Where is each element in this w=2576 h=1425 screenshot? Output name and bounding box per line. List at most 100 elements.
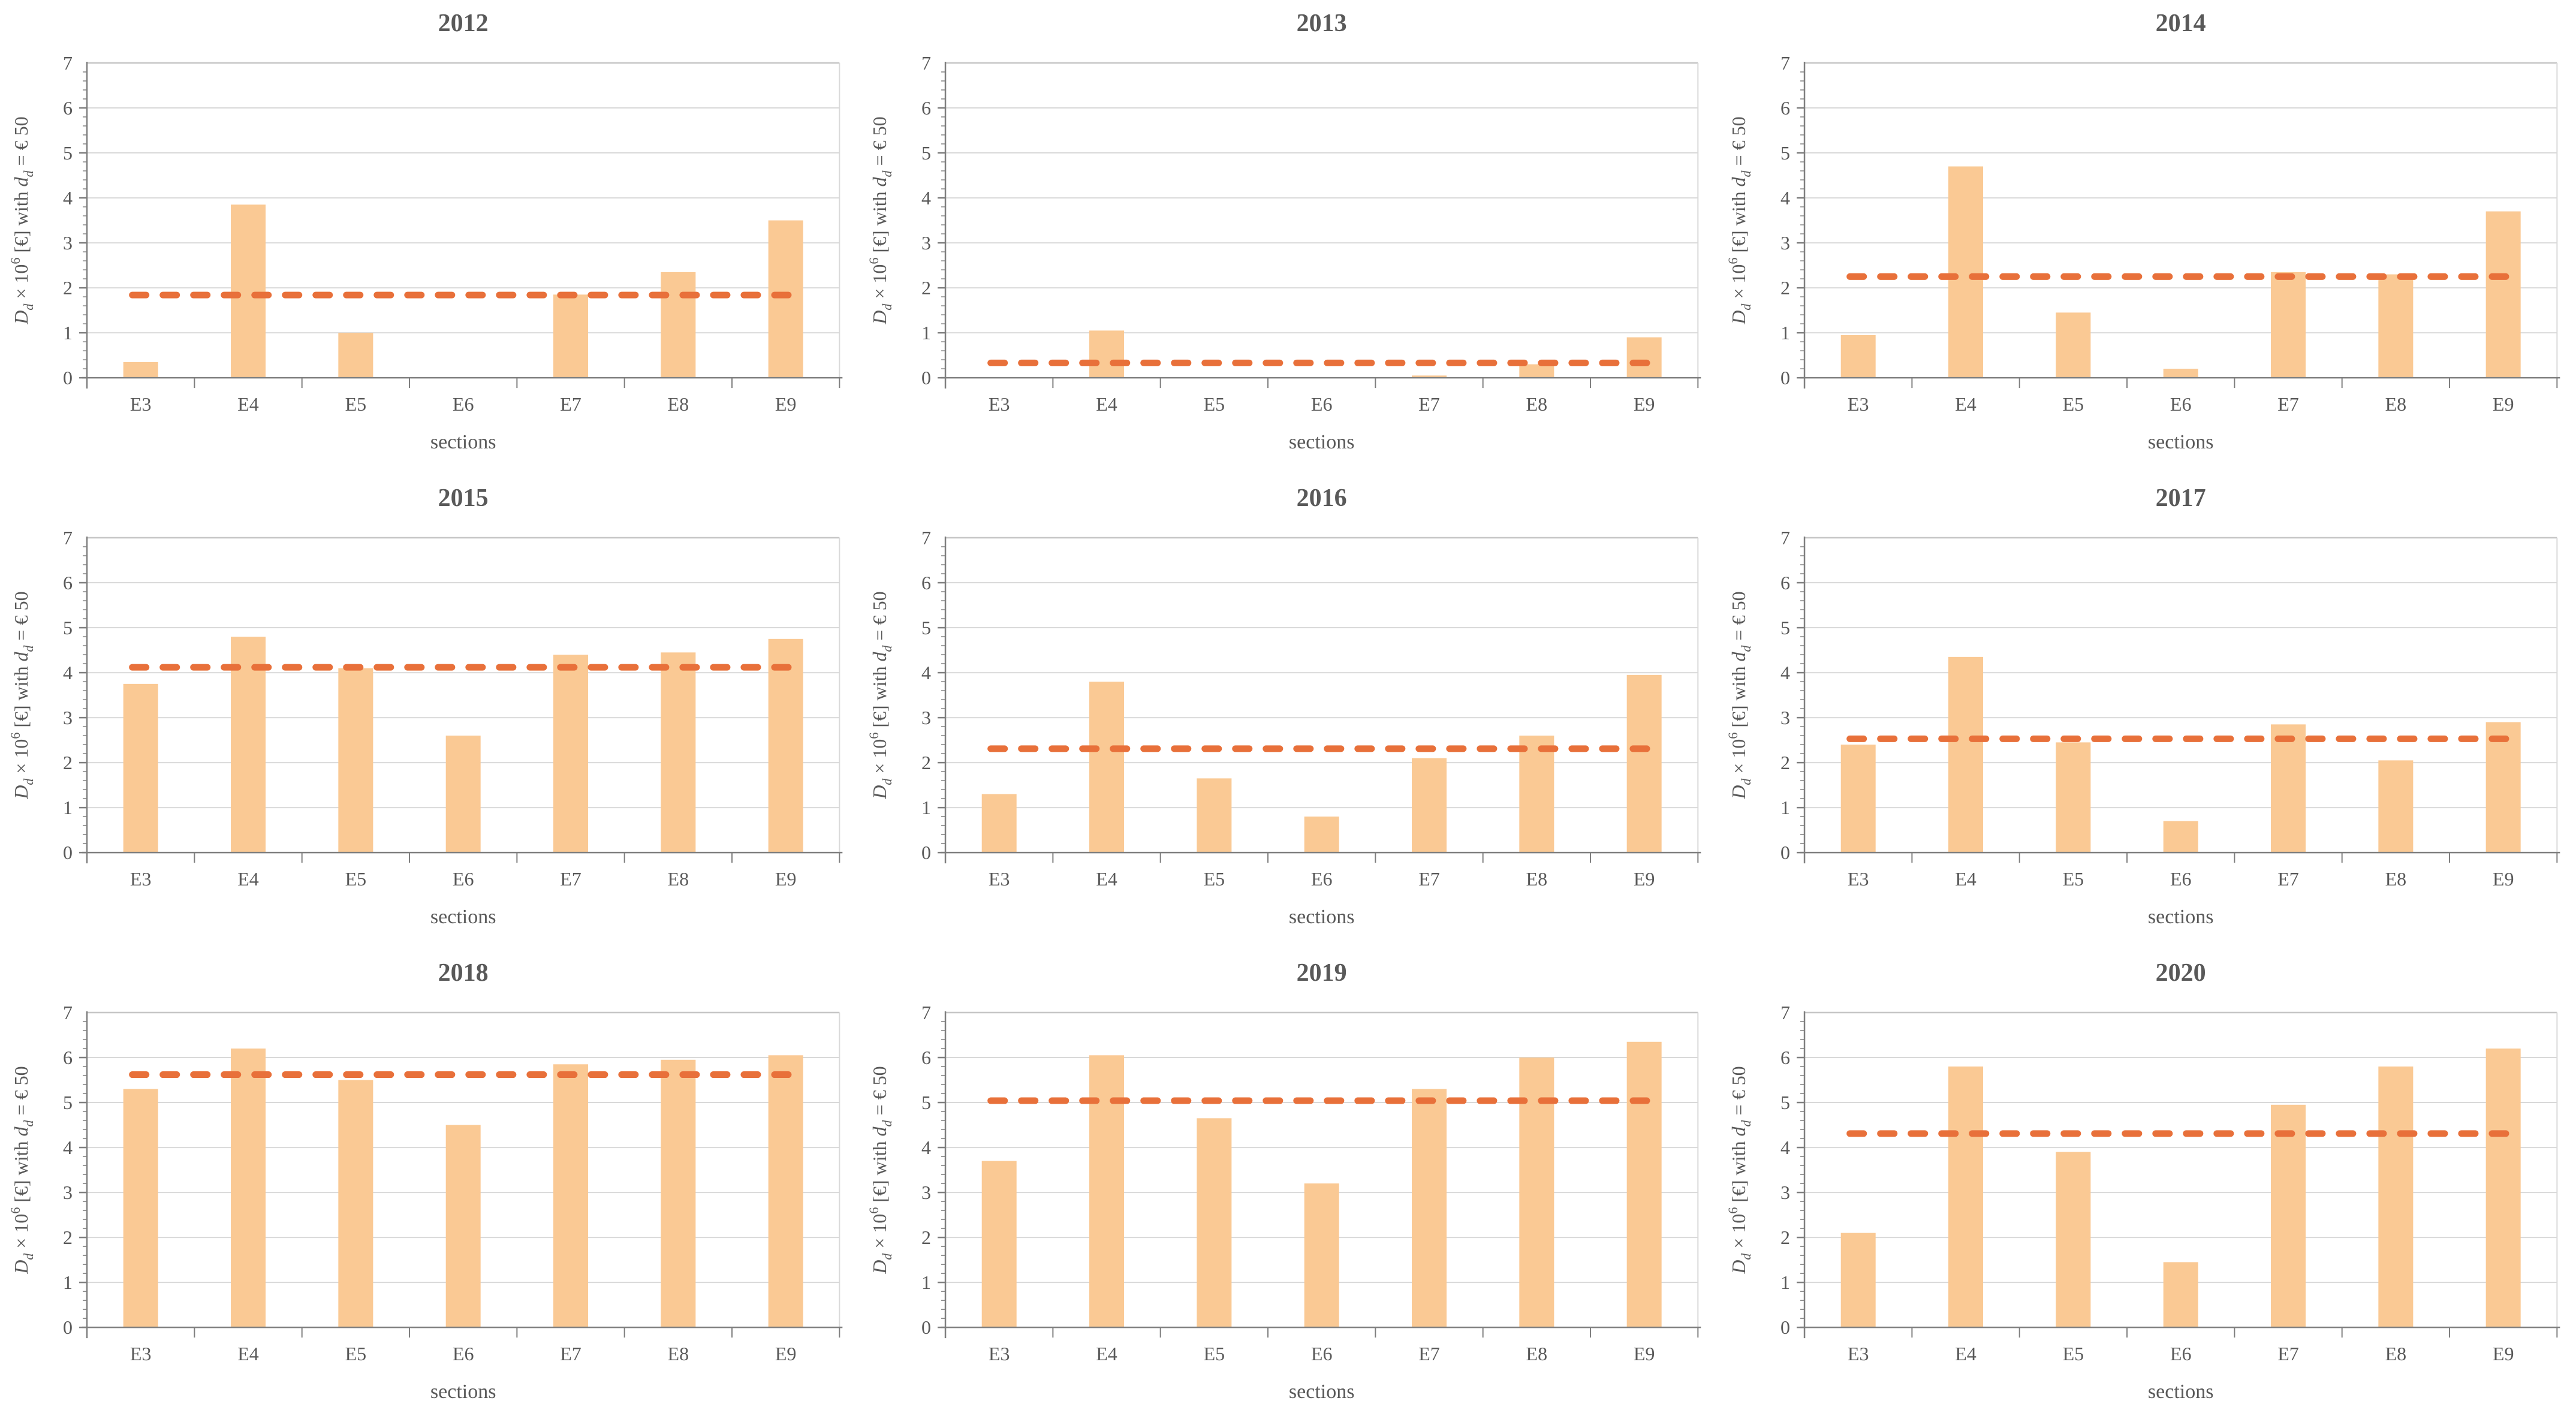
y-tick-label-7: 7 [921, 52, 931, 74]
x-tick-label-E5: E5 [1204, 868, 1225, 890]
x-tick-label-E4: E4 [1096, 868, 1118, 890]
y-tick-label-0: 0 [921, 1317, 931, 1339]
x-tick-label-E4: E4 [237, 868, 259, 890]
y-axis-title: Dd × 106 [€] with dd = € 50 [1725, 1067, 1754, 1275]
chart-title: 2020 [2155, 959, 2206, 987]
y-tick-label-4: 4 [921, 662, 931, 683]
bar-E8 [661, 272, 696, 378]
y-tick-label-6: 6 [1780, 97, 1790, 119]
bar-E4 [1948, 657, 1983, 853]
x-tick-label-E9: E9 [775, 1343, 797, 1365]
bar-E5 [338, 1080, 373, 1328]
y-tick-label-3: 3 [921, 707, 931, 728]
x-axis-title: sections [2148, 431, 2214, 453]
x-axis-title: sections [1289, 431, 1355, 453]
chart-svg: 0 1 2 3 4 5 6 7 E3 E4 E5 E6 E7 E8 E9 sections 2012 Dd × 1… [8, 10, 843, 453]
chart-cell-3: 0 1 2 3 4 5 6 7 E3 E4 E5 E6 E7 E8 E9 sections 2015 Dd × 1… [0, 475, 858, 950]
y-tick-label-3: 3 [1780, 232, 1790, 254]
bar-E9 [1626, 337, 1662, 378]
x-tick-label-E5: E5 [345, 393, 367, 415]
bar-E7 [1412, 1089, 1447, 1328]
y-tick-label-3: 3 [63, 232, 73, 254]
bar-E8 [2378, 1067, 2414, 1328]
y-tick-label-4: 4 [921, 187, 931, 209]
bar-E3 [982, 1161, 1017, 1328]
bar-E7 [2270, 272, 2306, 378]
y-tick-label-1: 1 [1780, 1272, 1790, 1294]
chart-title: 2019 [1297, 959, 1347, 987]
y-tick-label-7: 7 [921, 1002, 931, 1023]
y-tick-label-3: 3 [1780, 707, 1790, 728]
bar-E5 [2056, 742, 2091, 853]
x-tick-label-E7: E7 [1419, 393, 1441, 415]
y-tick-label-7: 7 [1780, 1002, 1790, 1023]
bar-E9 [2485, 722, 2521, 853]
y-tick-label-6: 6 [63, 572, 73, 594]
chart-title: 2016 [1297, 484, 1347, 512]
bar-E9 [768, 1055, 803, 1328]
x-axis-title: sections [1289, 906, 1355, 928]
y-tick-label-3: 3 [921, 1182, 931, 1203]
bar-E8 [2378, 274, 2414, 378]
chart-cell-7: 0 1 2 3 4 5 6 7 E3 E4 E5 E6 E7 E8 E9 sections 2019 Dd × 1… [858, 950, 1717, 1424]
y-tick-label-4: 4 [63, 1137, 73, 1158]
y-tick-label-1: 1 [921, 322, 931, 344]
bar-E5 [338, 333, 373, 378]
x-tick-label-E7: E7 [560, 868, 582, 890]
bar-E7 [2270, 1105, 2306, 1328]
chart-cell-2: 0 1 2 3 4 5 6 7 E3 E4 E5 E6 E7 E8 E9 sections 2014 Dd × 1… [1718, 0, 2576, 475]
x-tick-label-E4: E4 [1096, 393, 1118, 415]
y-tick-label-1: 1 [63, 797, 73, 818]
y-tick-label-5: 5 [921, 617, 931, 638]
y-tick-label-6: 6 [921, 97, 931, 119]
y-tick-label-5: 5 [1780, 142, 1790, 164]
y-tick-label-5: 5 [921, 142, 931, 164]
y-tick-label-6: 6 [921, 1047, 931, 1068]
y-tick-label-3: 3 [63, 1182, 73, 1203]
bar-E6 [2163, 1262, 2198, 1328]
x-tick-label-E7: E7 [560, 1343, 582, 1365]
x-tick-label-E8: E8 [2385, 1343, 2406, 1365]
bar-E3 [123, 1089, 158, 1328]
y-tick-label-0: 0 [1780, 367, 1790, 388]
bar-E7 [2270, 724, 2306, 853]
y-tick-label-2: 2 [921, 752, 931, 773]
x-tick-label-E6: E6 [1311, 1343, 1333, 1365]
x-tick-label-E6: E6 [453, 393, 474, 415]
bar-E9 [2485, 211, 2521, 378]
x-axis-title: sections [2148, 1381, 2214, 1403]
bar-E9 [768, 220, 803, 378]
y-tick-label-7: 7 [921, 527, 931, 549]
y-axis-title: Dd × 106 [€] with dd = € 50 [866, 592, 894, 800]
bar-E7 [553, 294, 589, 378]
x-axis-title: sections [430, 431, 496, 453]
bar-E5 [2056, 312, 2091, 378]
x-axis-title: sections [1289, 1381, 1355, 1403]
bar-E5 [2056, 1152, 2091, 1328]
y-tick-label-6: 6 [921, 572, 931, 594]
x-tick-label-E8: E8 [1526, 1343, 1548, 1365]
chart-cell-4: 0 1 2 3 4 5 6 7 E3 E4 E5 E6 E7 E8 E9 sections 2016 Dd × 1… [858, 475, 1717, 950]
chart-title: 2013 [1297, 10, 1347, 37]
x-tick-label-E9: E9 [2493, 868, 2514, 890]
x-tick-label-E4: E4 [1096, 1343, 1118, 1365]
y-tick-label-2: 2 [921, 277, 931, 299]
y-tick-label-2: 2 [1780, 1227, 1790, 1248]
y-tick-label-4: 4 [63, 662, 73, 683]
bar-E8 [661, 652, 696, 853]
y-tick-label-4: 4 [1780, 1137, 1790, 1158]
x-tick-label-E6: E6 [453, 868, 474, 890]
x-tick-label-E7: E7 [1419, 868, 1441, 890]
y-tick-label-5: 5 [63, 1092, 73, 1113]
bar-E4 [231, 637, 266, 853]
y-tick-label-3: 3 [1780, 1182, 1790, 1203]
x-tick-label-E4: E4 [1955, 868, 1977, 890]
y-axis-title: Dd × 106 [€] with dd = € 50 [866, 1067, 894, 1275]
bar-E4 [1089, 682, 1125, 853]
y-tick-label-1: 1 [63, 322, 73, 344]
x-tick-label-E7: E7 [1419, 1343, 1441, 1365]
bar-E6 [445, 1125, 481, 1328]
bar-E4 [231, 204, 266, 378]
chart-svg: 0 1 2 3 4 5 6 7 E3 E4 E5 E6 E7 E8 E9 sections 2018 Dd × 1… [8, 959, 843, 1403]
